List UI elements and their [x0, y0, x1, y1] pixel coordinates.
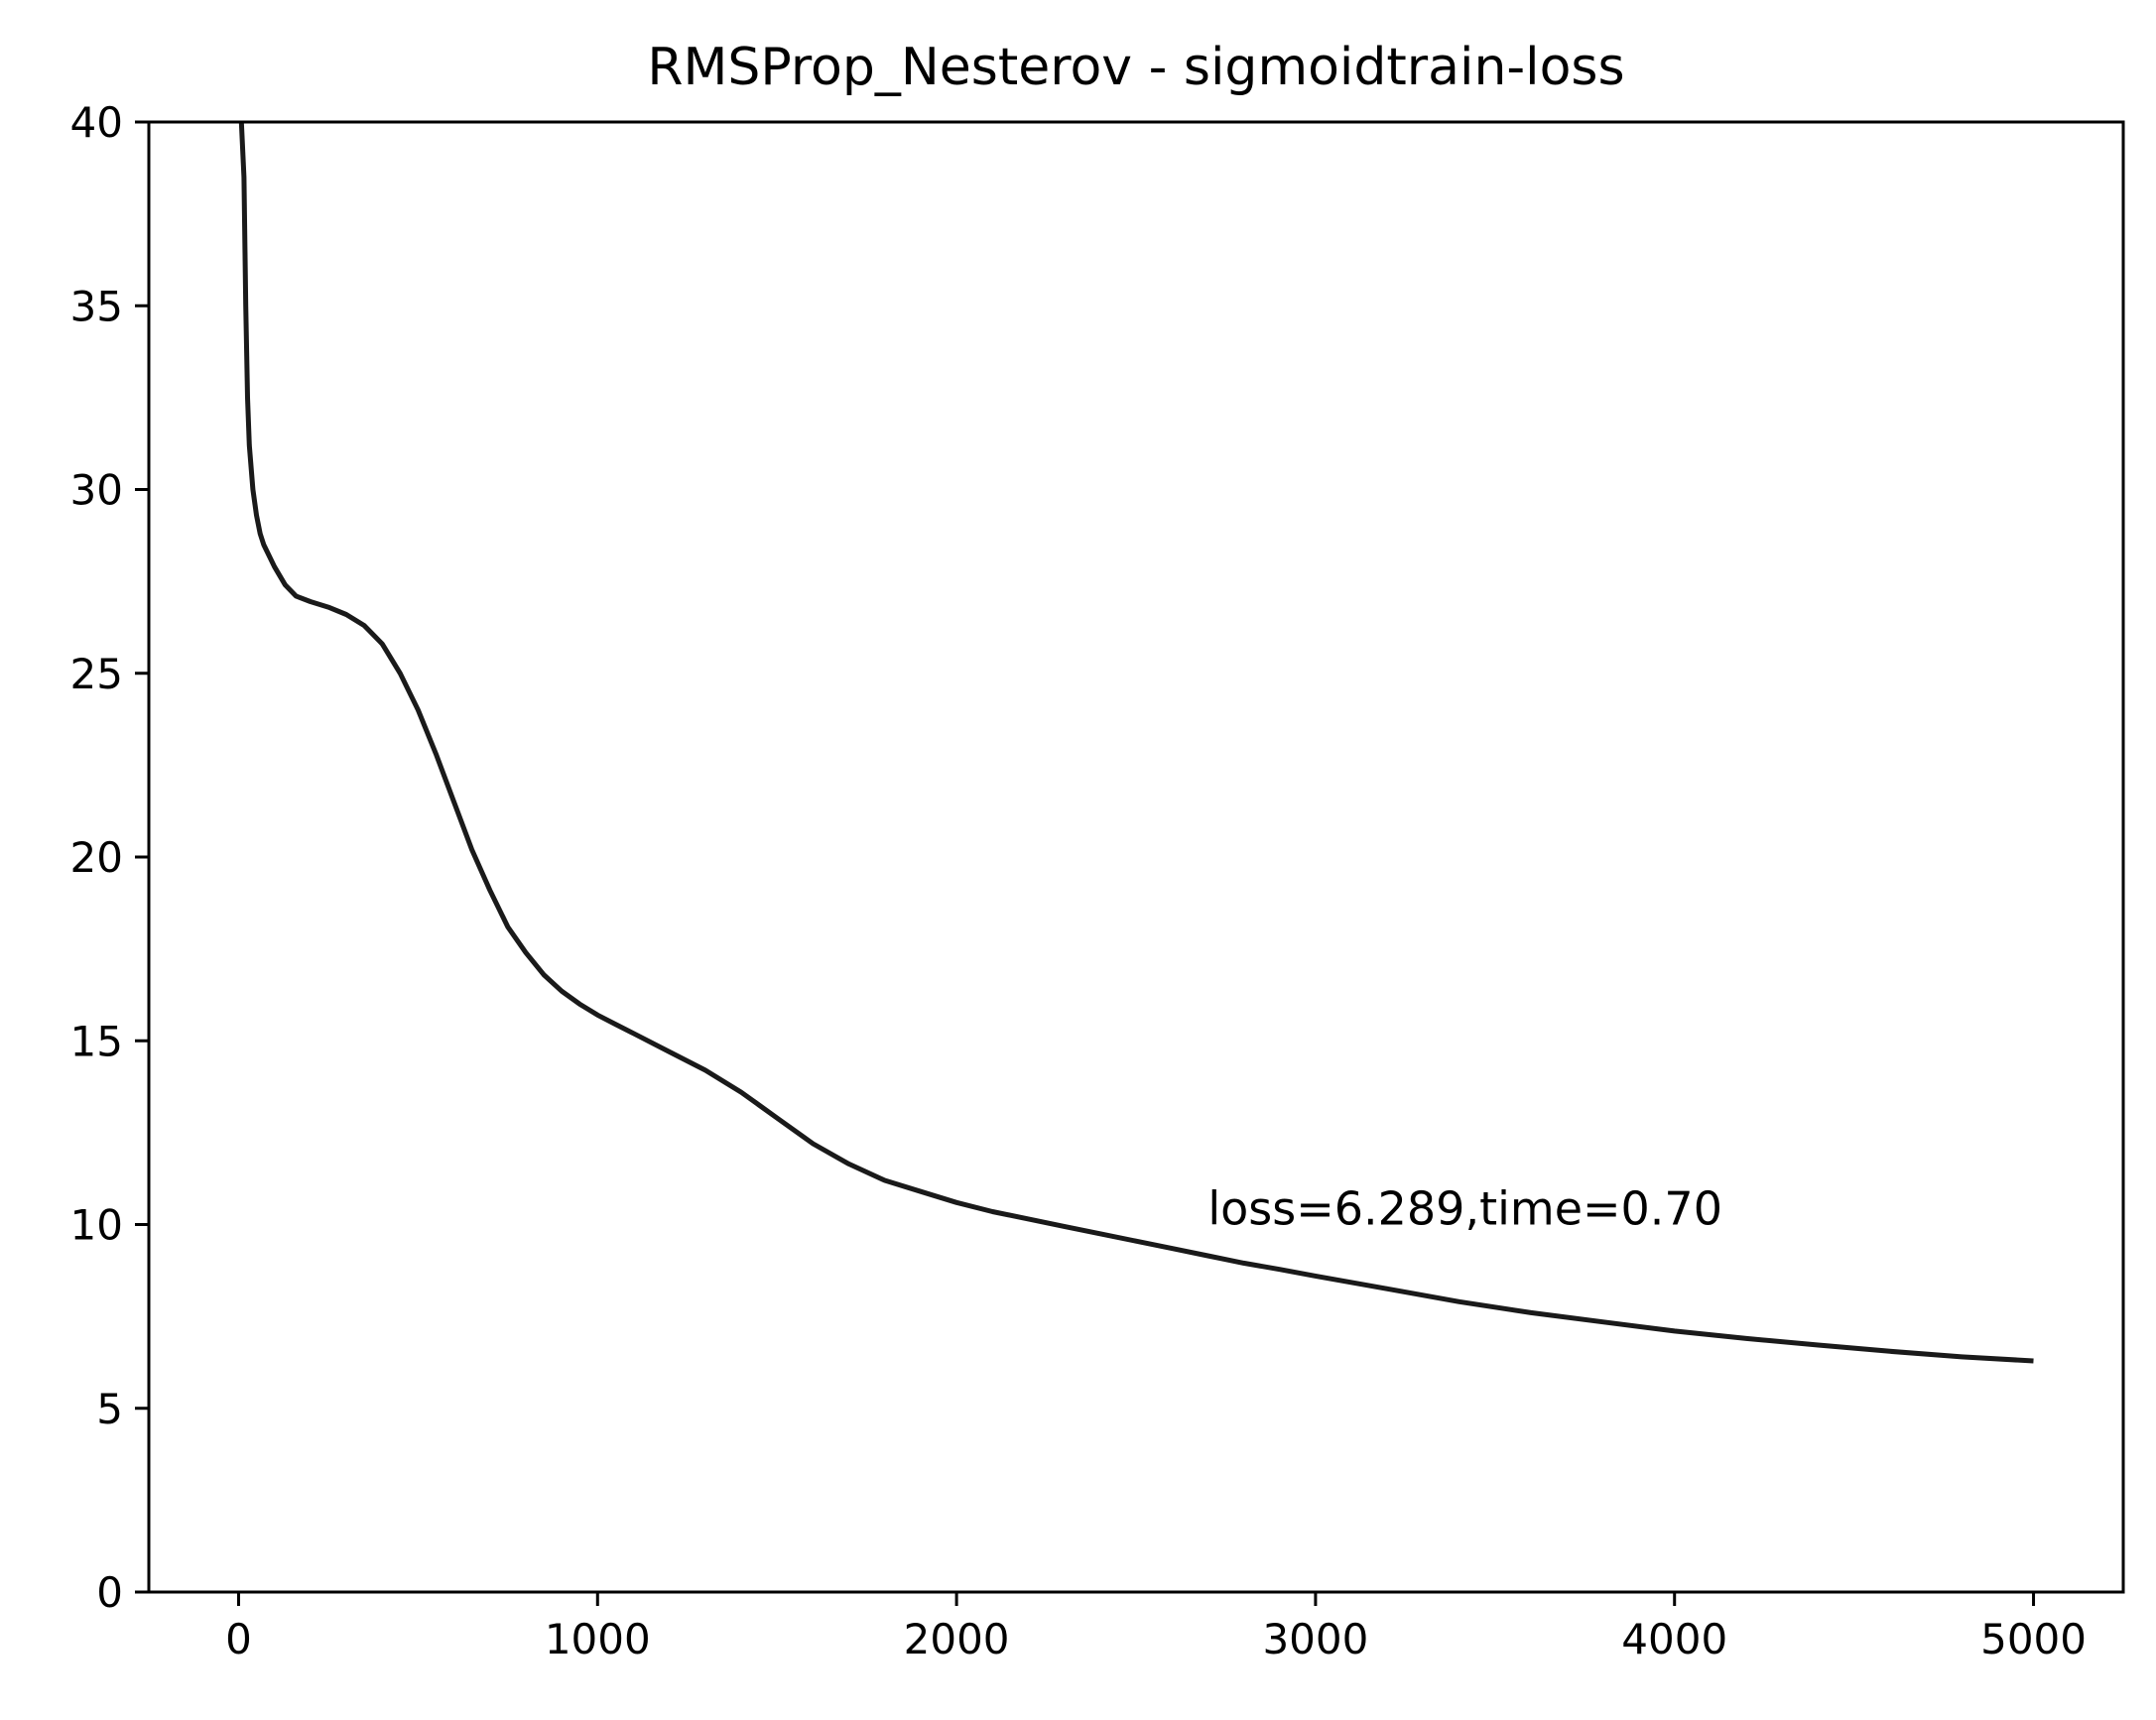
x-axis-ticks: 0 1000 2000 3000 4000 5000 [225, 1592, 2087, 1663]
x-tick-label: 3000 [1262, 1615, 1368, 1663]
y-tick-label: 35 [70, 282, 123, 330]
x-tick-label: 0 [225, 1615, 252, 1663]
x-tick-label: 1000 [545, 1615, 651, 1663]
y-tick-label: 20 [70, 833, 123, 882]
chart-title: RMSProp_Nesterov - sigmoidtrain-loss [647, 38, 1624, 97]
y-tick-label: 15 [70, 1017, 123, 1065]
series-line-train-loss [238, 121, 2034, 1364]
loss-time-annotation: loss=6.289,time=0.70 [1207, 1182, 1722, 1236]
plot-frame [147, 120, 2125, 1594]
x-tick-label: 4000 [1621, 1615, 1727, 1663]
x-tick-label: 2000 [904, 1615, 1010, 1663]
y-tick-label: 10 [70, 1201, 123, 1250]
y-tick-label: 25 [70, 650, 123, 698]
y-tick-label: 0 [96, 1568, 123, 1617]
x-tick-label: 5000 [1980, 1615, 2087, 1663]
y-tick-label: 40 [70, 98, 123, 147]
y-axis-ticks: 0 5 10 15 20 25 30 35 40 [70, 98, 149, 1617]
y-tick-label: 5 [96, 1385, 123, 1433]
y-tick-label: 30 [70, 466, 123, 515]
